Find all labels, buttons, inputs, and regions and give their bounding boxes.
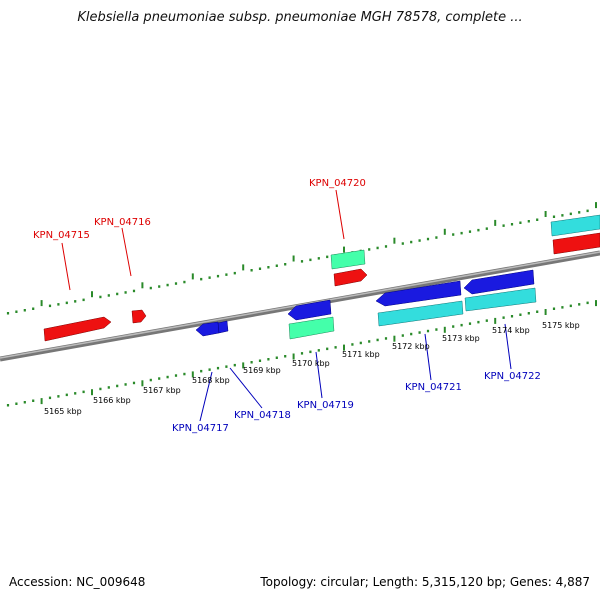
gene-label-KPN_04717[interactable]: KPN_04717 bbox=[172, 423, 229, 434]
gene-KPN_04717[interactable] bbox=[195, 320, 229, 337]
leader-line-KPN_04722 bbox=[504, 323, 512, 370]
axis-tick-label: 5174 kbp bbox=[492, 326, 530, 335]
gene-label-KPN_04720[interactable]: KPN_04720 bbox=[309, 178, 366, 189]
feature-green-2 bbox=[330, 249, 366, 270]
label-leader-lines bbox=[61, 189, 512, 422]
gene-KPN_04721[interactable] bbox=[375, 280, 462, 307]
axis-tick-label: 5171 kbp bbox=[342, 350, 380, 359]
gene-label-KPN_04721[interactable]: KPN_04721 bbox=[405, 382, 462, 393]
genome-stats-text: Topology: circular; Length: 5,315,120 bp… bbox=[260, 575, 590, 589]
gene-KPN_04719[interactable] bbox=[287, 299, 332, 321]
gene-label-KPN_04719[interactable]: KPN_04719 bbox=[297, 400, 354, 411]
axis-tick-label: 5169 kbp bbox=[243, 366, 281, 375]
gene-labels: KPN_04715 KPN_04716 KPN_04717 KPN_04718 KPN_… bbox=[33, 178, 541, 434]
gene-KPN_04720[interactable] bbox=[333, 268, 368, 287]
feature-cyan-2 bbox=[464, 287, 537, 312]
feature-cyan-edge bbox=[550, 214, 600, 237]
gene-label-KPN_04715[interactable]: KPN_04715 bbox=[33, 230, 90, 241]
feature-green-1 bbox=[288, 316, 335, 340]
axis-tick-label: 5175 kbp bbox=[542, 321, 580, 330]
gene-KPN_04715[interactable] bbox=[43, 316, 112, 342]
strand-tracks bbox=[6, 202, 597, 407]
axis-tick-label: 5165 kbp bbox=[44, 407, 82, 416]
accession-text: Accession: NC_009648 bbox=[9, 575, 146, 589]
leader-line-KPN_04721 bbox=[424, 333, 432, 381]
axis-tick-label: 5166 kbp bbox=[93, 396, 131, 405]
axis-tick-label: 5167 kbp bbox=[143, 386, 181, 395]
gene-label-KPN_04718[interactable]: KPN_04718 bbox=[234, 410, 291, 421]
axis-tick-label: 5170 kbp bbox=[292, 359, 330, 368]
axis-tick-labels: 5165 kbp 5166 kbp 5167 kbp 5168 kbp 5169 kbp… bbox=[44, 321, 580, 416]
leader-line-KPN_04716 bbox=[121, 227, 132, 277]
gene-edge-forward[interactable] bbox=[552, 232, 600, 255]
leader-line-KPN_04718 bbox=[229, 367, 263, 409]
leader-line-KPN_04715 bbox=[61, 242, 71, 291]
gene-label-KPN_04716[interactable]: KPN_04716 bbox=[94, 217, 151, 228]
leader-line-KPN_04717 bbox=[199, 371, 213, 422]
leader-line-KPN_04719 bbox=[315, 351, 323, 399]
map-title: Klebsiella pneumoniae subsp. pneumoniae … bbox=[77, 10, 523, 25]
gene-KPN_04722[interactable] bbox=[463, 269, 535, 295]
axis-tick-label: 5172 kbp bbox=[392, 342, 430, 351]
axis-tick-label: 5168 kbp bbox=[192, 376, 230, 385]
leader-line-KPN_04720 bbox=[335, 189, 345, 240]
gene-KPN_04716[interactable] bbox=[131, 309, 147, 324]
gene-label-KPN_04722[interactable]: KPN_04722 bbox=[484, 371, 541, 382]
feature-cyan-1 bbox=[377, 300, 464, 327]
axis-tick-label: 5173 kbp bbox=[442, 334, 480, 343]
